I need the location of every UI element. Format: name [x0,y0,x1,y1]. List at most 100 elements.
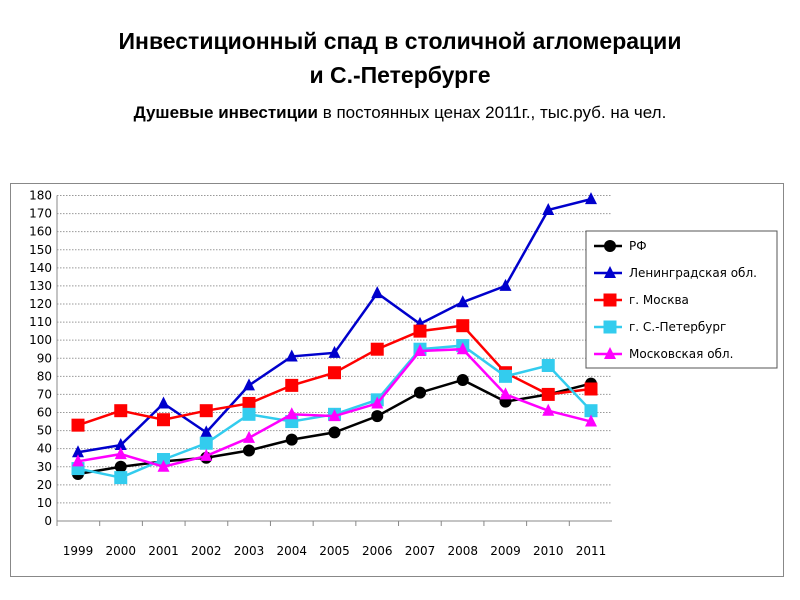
data-point [414,386,426,399]
legend-label: г. Москва [629,293,689,307]
x-tick-label: 2004 [276,544,307,558]
chart-subtitle: Душевые инвестиции в постоянных ценах 20… [0,103,800,123]
y-tick-label: 90 [37,351,52,365]
y-tick-label: 20 [37,478,52,492]
data-point [371,410,384,423]
data-point [243,378,255,391]
legend-marker [603,320,617,334]
y-tick-label: 0 [44,514,52,528]
data-point [200,425,213,438]
data-point [542,202,555,215]
y-tick-label: 30 [37,460,52,474]
data-point [114,404,128,418]
data-point [157,459,170,472]
data-point [371,396,384,409]
y-tick-label: 50 [37,424,52,438]
data-point [199,404,213,418]
data-point [328,409,341,422]
data-point [499,278,512,291]
data-point [71,418,85,432]
data-point [114,460,127,473]
data-point [542,403,555,416]
data-point [370,342,384,356]
data-point [243,444,255,457]
y-tick-label: 60 [37,406,52,420]
x-tick-label: 2003 [234,544,265,558]
x-tick-label: 2001 [148,544,179,558]
data-point [541,358,555,372]
data-point [285,433,298,446]
subtitle-bold: Душевые инвестиции [133,103,318,122]
data-point [584,404,598,418]
data-point [585,414,597,427]
data-point [541,387,555,401]
legend-marker [604,266,616,278]
data-point [157,396,170,409]
x-tick-label: 2011 [576,544,607,558]
data-point [499,369,512,383]
legend-marker [604,347,616,359]
y-tick-label: 140 [29,261,52,275]
data-point [413,324,427,338]
x-tick-label: 2006 [362,544,393,558]
x-tick-label: 1999 [63,544,94,558]
x-tick-label: 2005 [319,544,350,558]
x-tick-label: 2008 [447,544,478,558]
x-tick-label: 2007 [405,544,436,558]
data-point [456,319,470,333]
data-point [157,413,170,427]
x-tick-label: 2010 [533,544,564,558]
y-tick-label: 10 [37,496,52,510]
data-point [72,454,84,467]
y-tick-label: 180 [29,189,52,203]
data-point [328,426,341,439]
legend-marker [604,240,616,252]
data-point [585,192,597,205]
data-point [72,445,84,458]
data-point [456,373,469,386]
chart-title-line1: Инвестиционный спад в столичной агломера… [118,28,682,54]
y-tick-label: 100 [29,333,52,347]
x-tick-label: 2000 [105,544,136,558]
data-point [114,438,127,451]
y-tick-label: 130 [29,279,52,293]
data-point [456,295,469,308]
y-tick-label: 40 [37,442,52,456]
y-tick-label: 80 [37,369,52,383]
data-point [243,430,255,443]
data-point [584,382,598,396]
data-point [414,344,426,357]
y-tick-label: 70 [37,387,52,401]
legend-label: г. С.-Петербург [629,320,726,334]
x-tick-label: 2002 [191,544,222,558]
data-point [242,396,256,410]
y-tick-label: 120 [29,297,52,311]
data-point [285,349,298,362]
chart-frame [10,183,784,577]
legend-marker [603,293,617,307]
legend-label: Ленинградская обл. [629,266,757,280]
y-tick-label: 110 [29,315,52,329]
legend-label: Московская обл. [629,347,733,361]
x-tick-label: 2009 [490,544,521,558]
data-point [200,448,213,461]
data-point [157,453,170,467]
data-point [285,407,298,420]
data-point [285,378,299,392]
y-tick-label: 160 [29,225,52,239]
data-point [456,342,469,355]
y-tick-label: 150 [29,243,52,257]
data-point [199,436,213,450]
data-point [328,366,341,380]
legend-label: РФ [629,239,647,253]
data-point [499,387,512,400]
data-point [114,471,128,485]
data-point [114,447,127,460]
data-point [328,345,341,358]
subtitle-rest: в постоянных ценах 2011г., тыс.руб. на ч… [317,103,667,122]
y-tick-label: 170 [29,207,52,221]
data-point [371,286,384,299]
chart-title-line2: и С.-Петербурге [309,62,491,88]
data-point [242,407,256,421]
